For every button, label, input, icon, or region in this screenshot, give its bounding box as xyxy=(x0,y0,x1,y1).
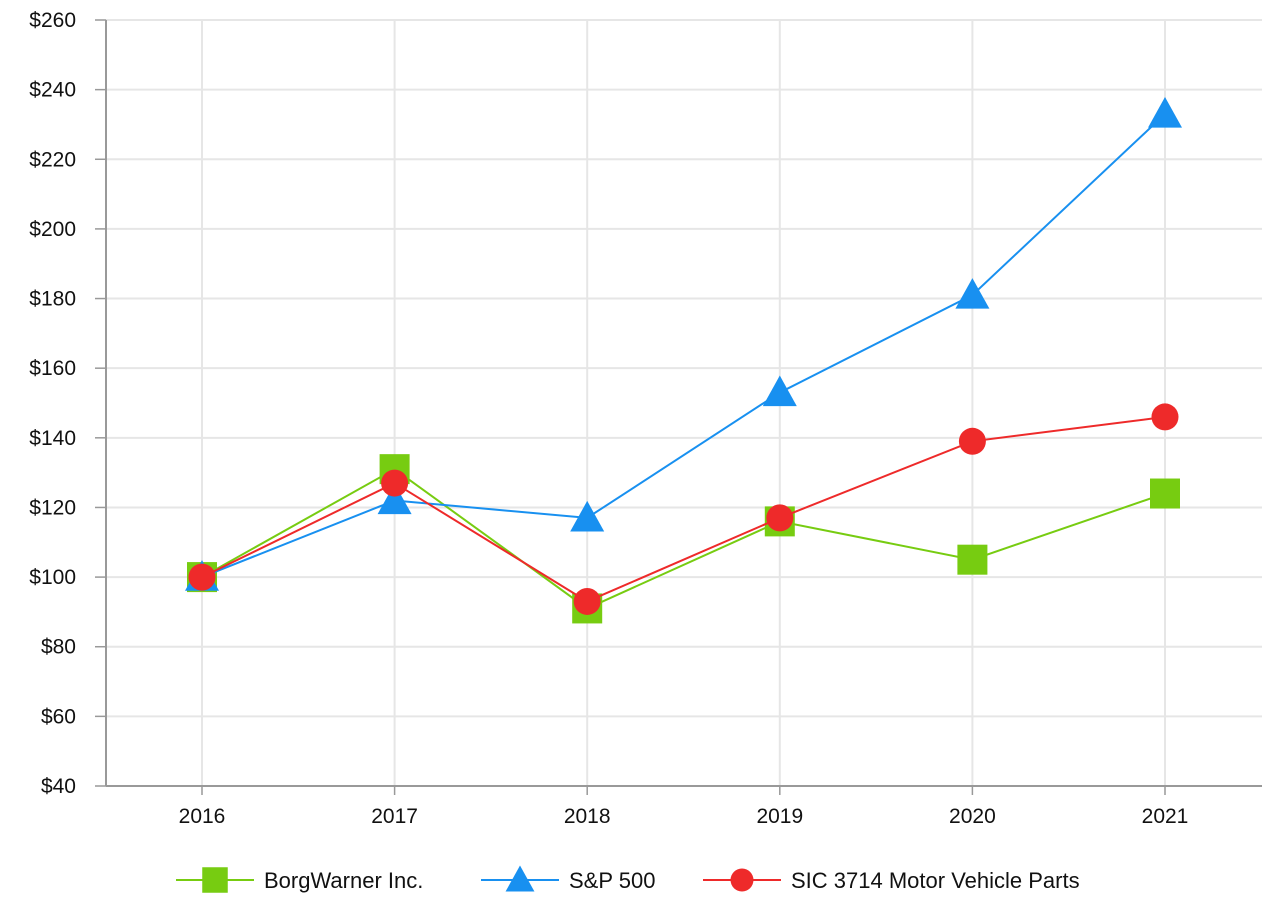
x-tick-label: 2021 xyxy=(1142,805,1189,828)
y-tick-label: $260 xyxy=(29,9,76,32)
series-s-p-500 xyxy=(185,97,1182,591)
y-tick-label: $200 xyxy=(29,218,76,241)
x-tick-label: 2016 xyxy=(179,805,226,828)
legend-label: BorgWarner Inc. xyxy=(264,868,423,893)
series-line xyxy=(201,415,1166,603)
y-tick-label: $140 xyxy=(29,427,76,450)
legend: BorgWarner Inc. S&P 500 SIC 3714 Motor Veh… xyxy=(176,865,1080,893)
data-point-square xyxy=(1150,478,1180,509)
y-tick-label: $40 xyxy=(41,775,76,798)
x-tick-label: 2017 xyxy=(371,805,418,828)
data-point-circle xyxy=(1151,403,1179,431)
series-sic-3714-motor-vehicle-parts xyxy=(188,403,1179,615)
data-point-triangle xyxy=(955,278,990,309)
y-tick-label: $80 xyxy=(41,636,76,659)
data-point-triangle xyxy=(1148,97,1182,128)
series-line xyxy=(201,113,1166,579)
legend-label: SIC 3714 Motor Vehicle Parts xyxy=(791,868,1080,893)
legend-item: S&P 500 xyxy=(481,865,655,893)
data-point-triangle xyxy=(570,500,605,532)
gridlines xyxy=(106,19,1262,786)
data-point-triangle xyxy=(762,375,797,407)
legend-item: SIC 3714 Motor Vehicle Parts xyxy=(703,868,1080,893)
data-point-triangle xyxy=(377,483,412,515)
data-point-circle xyxy=(381,469,409,497)
y-tick-label: $160 xyxy=(29,357,76,380)
legend-item: BorgWarner Inc. xyxy=(176,867,423,893)
y-tick-label: $120 xyxy=(29,496,76,519)
y-tick-label: $100 xyxy=(29,566,76,589)
data-point-square xyxy=(957,544,988,575)
x-tick-label: 2019 xyxy=(756,805,803,828)
y-tick-label: $180 xyxy=(29,288,76,311)
data-point-circle xyxy=(958,427,986,455)
legend-marker-circle xyxy=(730,868,754,892)
series-borgwarner-inc xyxy=(187,454,1180,624)
y-tick-label: $60 xyxy=(41,705,76,728)
y-tick-label: $220 xyxy=(29,148,76,171)
series-group xyxy=(185,97,1182,624)
data-point-circle xyxy=(188,563,216,591)
y-axis: $40 $60 $80 $100 $120 $140 $160 $180 $200 $220 $24… xyxy=(29,9,106,798)
x-tick-label: 2020 xyxy=(949,805,996,828)
legend-marker-square xyxy=(202,867,228,893)
x-tick-label: 2018 xyxy=(564,805,611,828)
legend-marker-triangle xyxy=(505,865,535,892)
y-tick-label: $240 xyxy=(29,79,76,102)
axes xyxy=(105,20,1262,787)
x-axis: 2016 2017 2018 2019 2020 2021 xyxy=(179,786,1189,828)
data-point-circle xyxy=(766,504,794,532)
series-line xyxy=(201,467,1166,610)
data-point-circle xyxy=(573,587,601,615)
legend-label: S&P 500 xyxy=(569,868,655,893)
